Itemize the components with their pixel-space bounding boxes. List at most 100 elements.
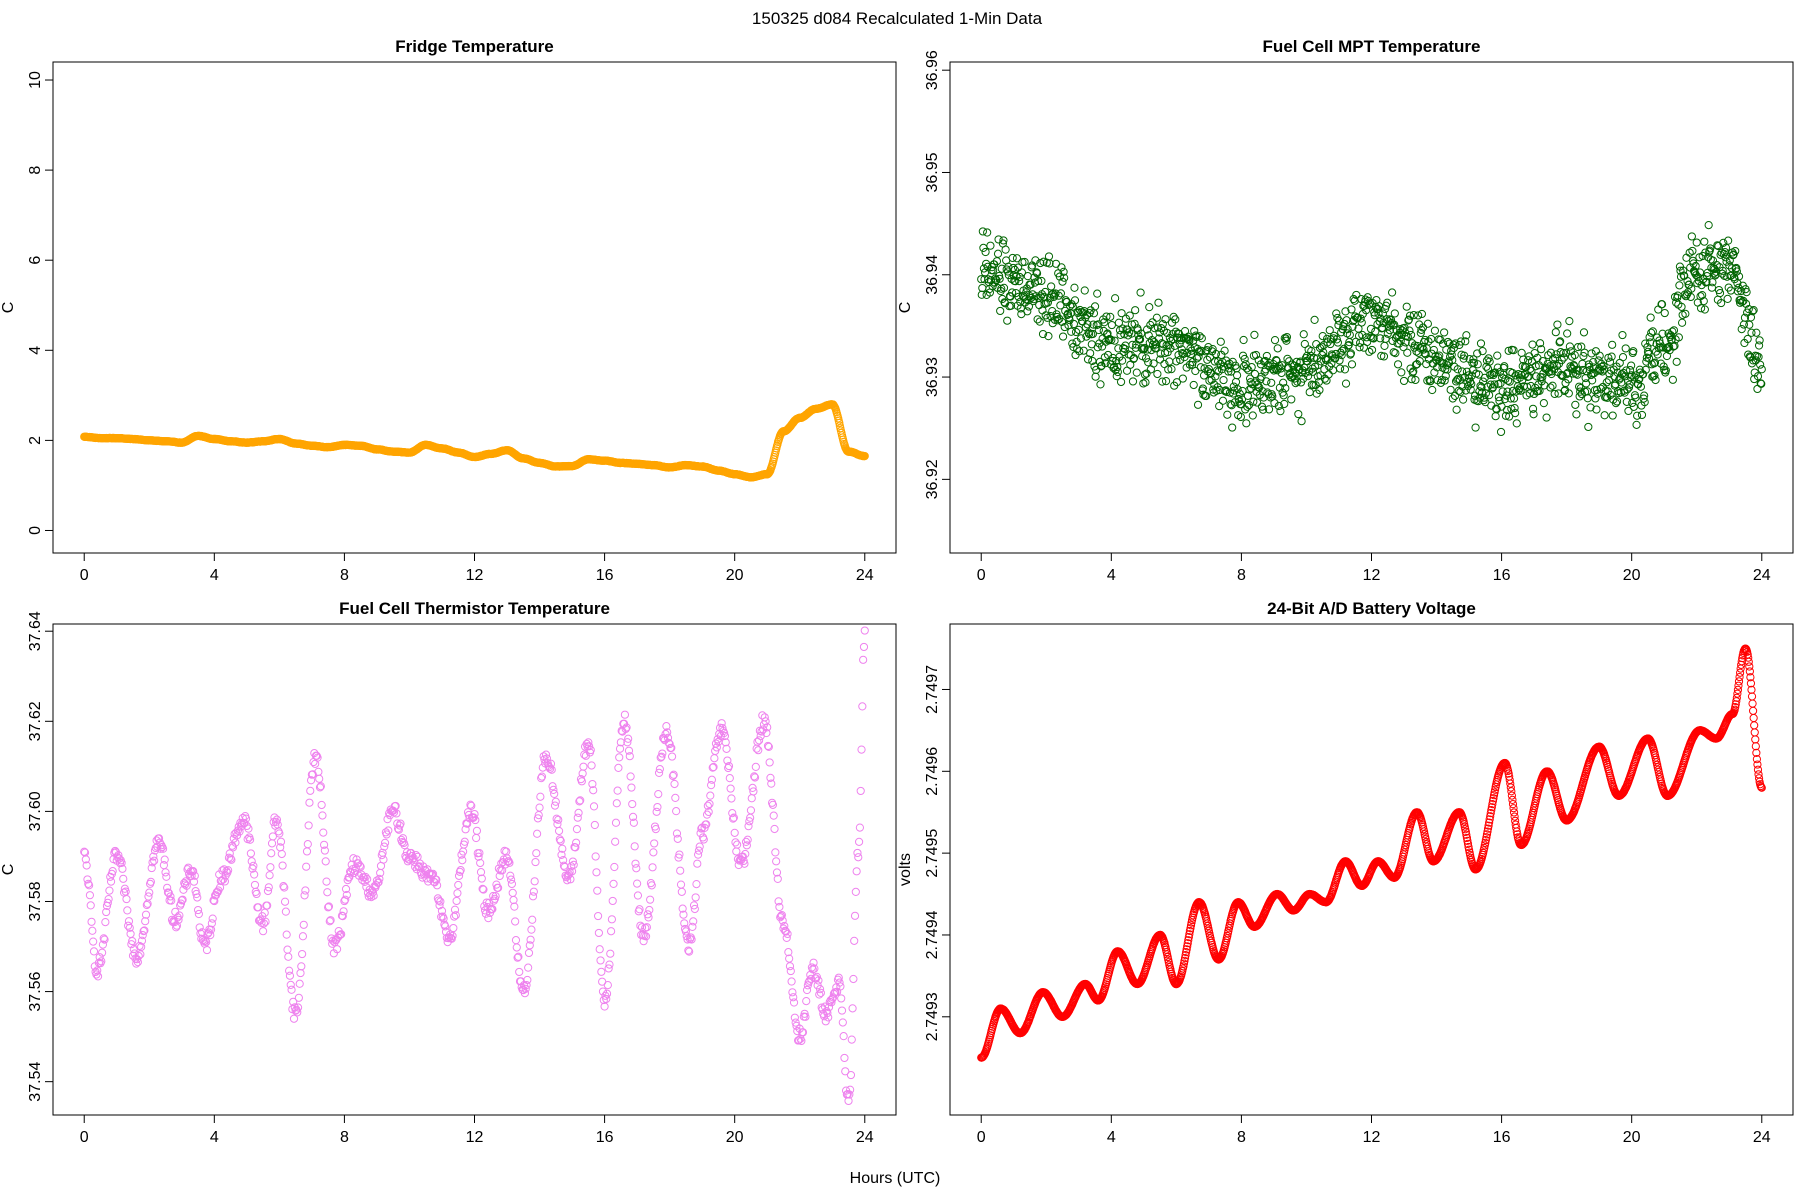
data-point [281, 907, 290, 916]
data-point [1125, 328, 1134, 337]
data-point [1253, 398, 1262, 407]
data-point [1258, 405, 1268, 414]
data-point [1118, 356, 1127, 365]
x-tick-label: 12 [466, 1129, 484, 1146]
data-point [1579, 328, 1589, 337]
data-point [849, 974, 858, 984]
data-point [1070, 296, 1080, 305]
data-point [1071, 327, 1081, 337]
data-point [731, 838, 740, 847]
data-point [607, 927, 616, 936]
x-tick-label: 0 [80, 1129, 89, 1146]
data-point [250, 880, 260, 890]
data-point [1277, 361, 1287, 370]
data-point [1452, 405, 1461, 414]
data-point [1678, 318, 1687, 327]
data-point [847, 1035, 856, 1044]
x-tick-label: 24 [856, 567, 874, 584]
data-point [1148, 318, 1157, 327]
data-point [771, 848, 780, 857]
data-point [1159, 340, 1168, 349]
data-point [596, 956, 605, 965]
data-point [1035, 317, 1044, 326]
data-point [1745, 320, 1754, 329]
data-point [1250, 330, 1259, 339]
data-point [1212, 386, 1221, 395]
data-point [1608, 411, 1617, 420]
data-point [1287, 395, 1296, 404]
data-point [533, 829, 542, 838]
y-tick-label: 36.94 [924, 255, 941, 295]
data-point [529, 887, 538, 896]
data-point [1178, 374, 1187, 383]
data-point [999, 283, 1009, 292]
y-tick-label: 0 [27, 526, 44, 535]
data-point [1110, 336, 1119, 345]
data-point [278, 861, 287, 870]
data-point [1399, 376, 1409, 386]
data-point [744, 822, 753, 831]
data-point [1058, 277, 1067, 286]
data-point [1152, 344, 1161, 353]
data-point [1008, 253, 1017, 263]
data-point [1137, 329, 1146, 338]
data-point [1186, 349, 1196, 359]
data-point [1090, 302, 1100, 311]
data-point [1095, 357, 1105, 366]
x-tick-label: 0 [80, 567, 89, 584]
data-point [1106, 312, 1115, 321]
x-tick-label: 12 [1363, 567, 1381, 584]
data-point [524, 963, 533, 972]
data-point [1167, 365, 1176, 374]
data-point [294, 993, 303, 1002]
data-point [339, 907, 348, 916]
data-point [1282, 332, 1292, 342]
data-point [106, 877, 116, 886]
y-axis-label: C [897, 302, 914, 314]
data-point [1213, 383, 1222, 392]
data-point [1044, 332, 1053, 341]
data-point [1298, 366, 1307, 375]
chart-title: Fridge Temperature [395, 37, 553, 56]
data-point [1340, 365, 1350, 374]
data-point [1056, 301, 1065, 310]
data-point [1003, 316, 1012, 325]
data-point [1300, 339, 1309, 349]
data-point [208, 914, 217, 923]
data-point [1044, 252, 1054, 261]
data-point [610, 862, 619, 872]
data-point [613, 786, 622, 795]
data-point [1089, 320, 1098, 329]
data-point [1551, 328, 1560, 337]
data-point [1012, 272, 1021, 281]
data-point [1111, 294, 1120, 303]
data-point [1247, 363, 1256, 372]
data-point [1571, 400, 1580, 409]
data-point [606, 949, 615, 958]
data-point [632, 864, 641, 873]
data-point [1045, 259, 1054, 268]
data-point [790, 1013, 799, 1022]
data-point [1297, 417, 1306, 426]
data-point [452, 896, 461, 906]
data-point [620, 710, 630, 719]
data-point [298, 949, 307, 959]
data-point [507, 879, 516, 889]
x-tick-label: 24 [1753, 567, 1771, 584]
y-tick-label: 36.92 [924, 459, 941, 499]
data-point [1243, 402, 1252, 411]
data-point [717, 719, 726, 728]
data-point [1023, 272, 1032, 281]
data-point [1226, 400, 1235, 409]
data-point [1511, 408, 1520, 418]
data-point [1094, 320, 1103, 329]
data-point [531, 857, 540, 867]
data-point [1681, 309, 1690, 318]
data-point [1037, 276, 1046, 286]
data-point [1149, 359, 1158, 368]
data-point [1141, 354, 1151, 363]
data-point [301, 886, 310, 895]
data-point [1140, 370, 1150, 379]
